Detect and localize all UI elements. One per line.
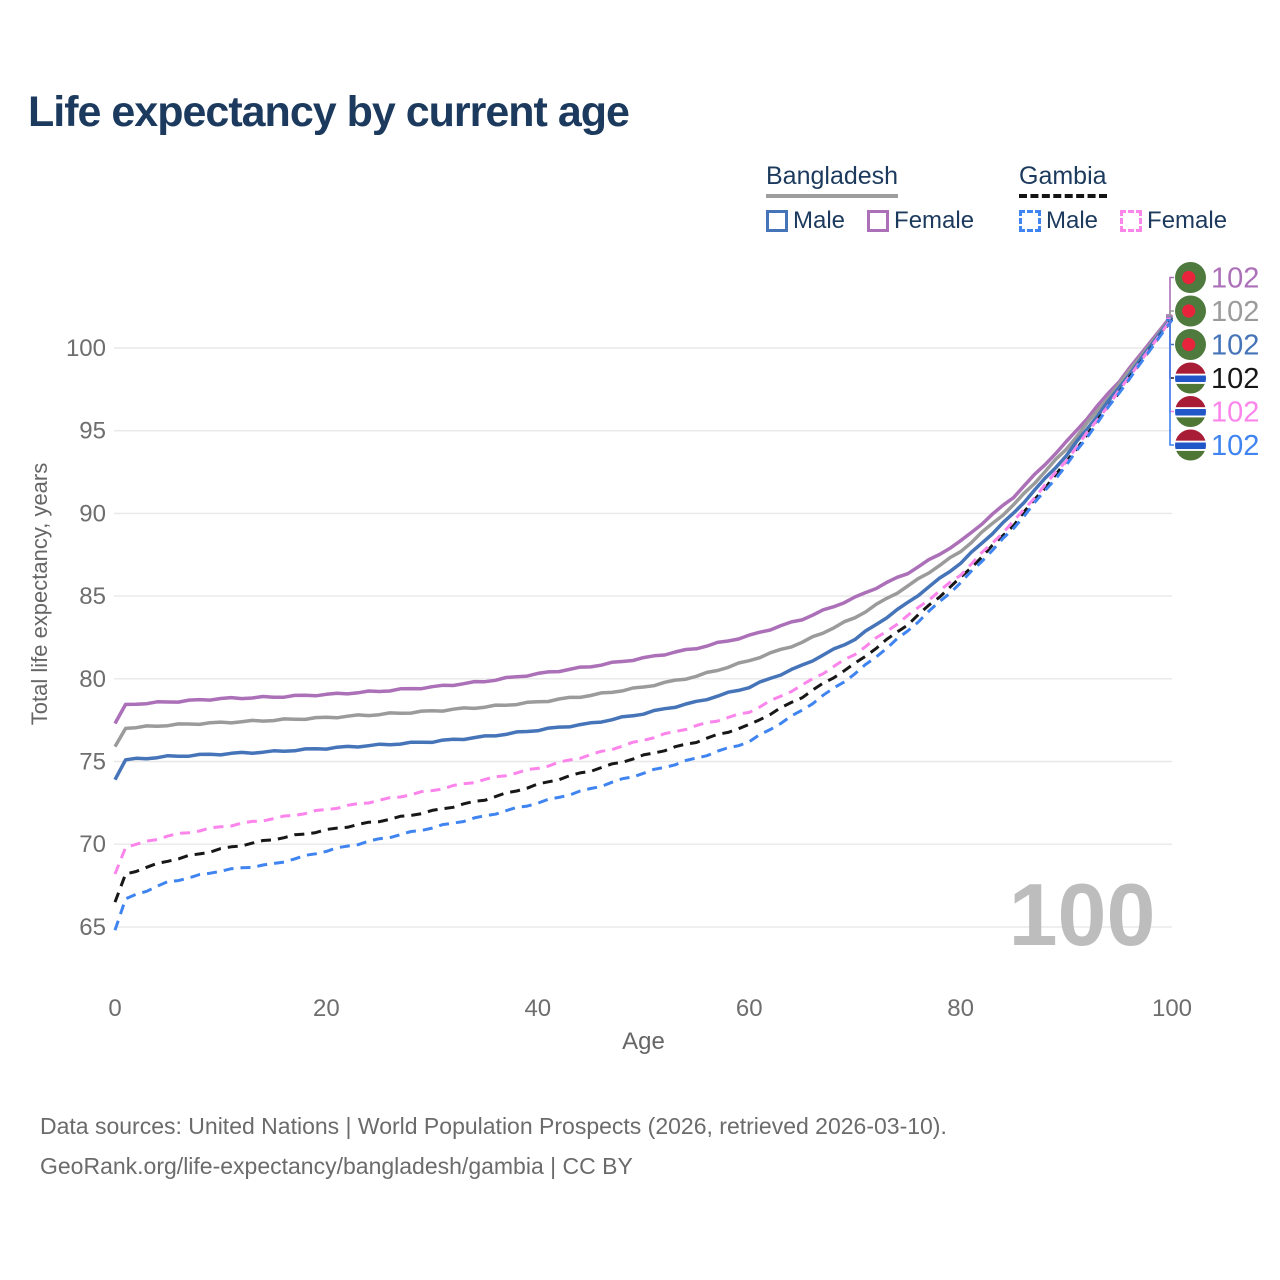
y-tick-75: 75 bbox=[79, 749, 106, 776]
end-label-gambia-female: 102 bbox=[1211, 397, 1259, 429]
y-tick-70: 70 bbox=[79, 831, 106, 858]
y-tick-100: 100 bbox=[66, 335, 106, 362]
bangladesh-male-swatch-icon bbox=[766, 210, 788, 232]
x-tick-20: 20 bbox=[313, 995, 340, 1022]
series-line-gambia-female[interactable] bbox=[113, 317, 1174, 875]
legend-label-bangladesh-male: Male bbox=[793, 207, 846, 234]
footer-data-sources: Data sources: United Nations | World Pop… bbox=[40, 1113, 947, 1139]
legend-label-gambia-female: Female bbox=[1147, 207, 1228, 234]
leader-line-0 bbox=[1166, 276, 1174, 316]
legend-label-gambia-male: Male bbox=[1046, 207, 1099, 234]
gambia-flag-icon bbox=[1175, 429, 1206, 461]
x-tick-60: 60 bbox=[736, 995, 763, 1022]
footer-attribution[interactable]: GeoRank.org/life-expectancy/bangladesh/g… bbox=[40, 1153, 633, 1179]
y-tick-80: 80 bbox=[79, 666, 106, 693]
legend-item-gambia-male[interactable]: Male bbox=[1019, 207, 1098, 235]
bangladesh-female-swatch-icon bbox=[867, 210, 890, 232]
x-tick-0: 0 bbox=[108, 995, 121, 1022]
y-tick-65: 65 bbox=[79, 914, 106, 941]
series-line-bangladesh[interactable] bbox=[113, 315, 1174, 748]
legend-row-bangladesh: Male Female bbox=[766, 207, 974, 235]
end-label-bangladesh-female: 102 bbox=[1211, 263, 1259, 295]
y-tick-90: 90 bbox=[79, 500, 106, 527]
legend-row-gambia: Male Female bbox=[1019, 207, 1227, 235]
legend-item-bangladesh-female[interactable]: Female bbox=[867, 207, 974, 235]
legend-group-bangladesh: Bangladesh Male Female bbox=[766, 162, 974, 235]
end-label-gambia-male: 102 bbox=[1211, 430, 1259, 462]
age-watermark: 100 bbox=[1009, 865, 1156, 964]
page-title: Life expectancy by current age bbox=[28, 88, 630, 136]
y-tick-95: 95 bbox=[79, 418, 106, 445]
axis-ticks: 65 70 75 80 85 90 95 100 0 20 40 60 80 100 bbox=[66, 335, 1192, 1022]
end-label-gambia: 102 bbox=[1211, 363, 1259, 395]
legend-country-gambia[interactable]: Gambia bbox=[1019, 162, 1107, 198]
gambia-female-swatch-icon bbox=[1120, 210, 1143, 232]
series-line-gambia-male[interactable] bbox=[113, 319, 1174, 931]
x-axis-title: Age bbox=[622, 1028, 665, 1055]
legend-country-bangladesh[interactable]: Bangladesh bbox=[766, 162, 899, 198]
footer: Data sources: United Nations | World Pop… bbox=[40, 1106, 947, 1186]
bangladesh-flag-icon bbox=[1175, 262, 1206, 293]
x-tick-40: 40 bbox=[524, 995, 551, 1022]
gridlines bbox=[114, 347, 1172, 928]
series-line-bangladesh-female[interactable] bbox=[113, 313, 1174, 725]
legend-group-gambia: Gambia Male Female bbox=[1019, 162, 1227, 235]
x-tick-100: 100 bbox=[1152, 995, 1192, 1022]
legend-item-gambia-female[interactable]: Female bbox=[1120, 207, 1227, 235]
x-tick-80: 80 bbox=[947, 995, 974, 1022]
gambia-male-swatch-icon bbox=[1019, 210, 1041, 232]
y-axis-title: Total life expectancy, years bbox=[27, 463, 52, 726]
series-line-bangladesh-male[interactable] bbox=[113, 316, 1174, 781]
end-label-bangladesh-male: 102 bbox=[1211, 330, 1259, 362]
gambia-flag-icon bbox=[1175, 396, 1206, 427]
bangladesh-flag-icon bbox=[1175, 295, 1206, 327]
series-line-gambia[interactable] bbox=[113, 318, 1174, 903]
legend-item-bangladesh-male[interactable]: Male bbox=[766, 207, 845, 235]
leader-line-5 bbox=[1166, 319, 1174, 446]
series-lines bbox=[113, 313, 1174, 931]
y-tick-85: 85 bbox=[79, 583, 106, 610]
legend-label-bangladesh-female: Female bbox=[894, 207, 975, 234]
end-label-bangladesh: 102 bbox=[1211, 296, 1259, 328]
bangladesh-flag-icon bbox=[1175, 329, 1206, 360]
gambia-flag-icon bbox=[1175, 362, 1206, 394]
